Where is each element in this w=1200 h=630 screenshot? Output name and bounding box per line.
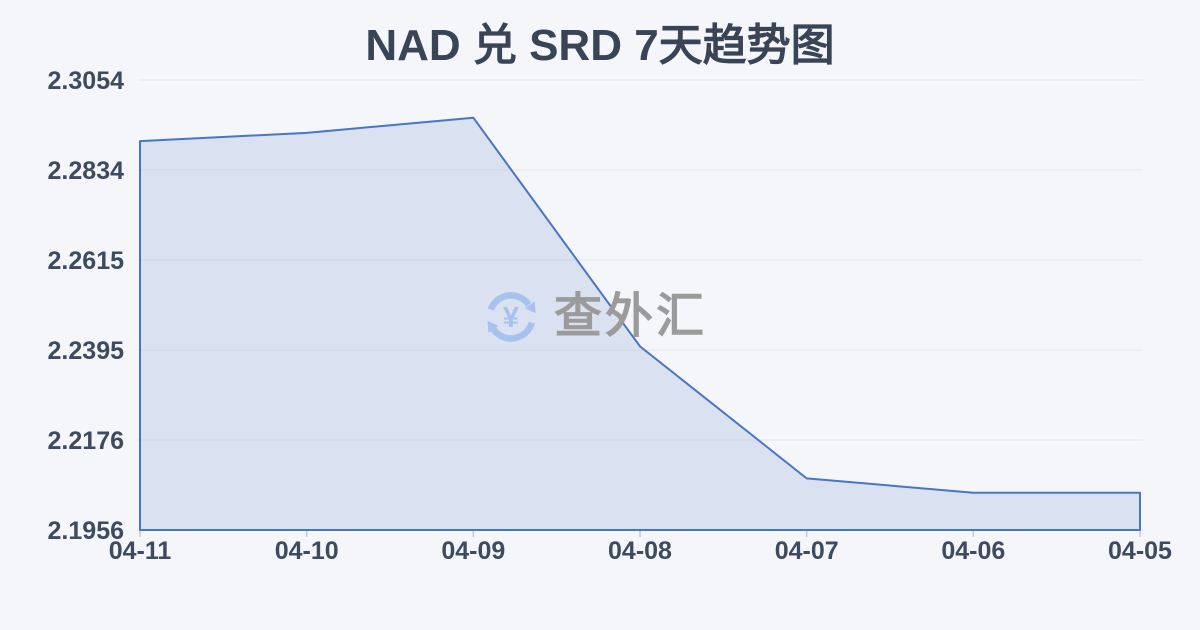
x-axis-tick-label: 04-05 [1108, 537, 1172, 565]
x-axis-tick-label: 04-08 [608, 537, 672, 565]
svg-text:¥: ¥ [503, 302, 520, 334]
x-axis-tick-label: 04-07 [775, 537, 839, 565]
x-axis-tick-label: 04-11 [109, 537, 172, 565]
watermark-text: 查外汇 [554, 290, 708, 343]
x-axis-tick-label: 04-09 [441, 537, 505, 565]
y-axis-tick-label: 2.2176 [48, 427, 124, 455]
chart-title: NAD 兑 SRD 7天趋势图 [365, 21, 835, 70]
trend-area-series [139, 116, 1141, 531]
x-axis-tick-label: 04-10 [275, 537, 339, 565]
y-axis-tick-label: 2.2395 [48, 337, 125, 365]
currency-exchange-sync-icon: ¥ [487, 292, 536, 342]
y-axis-tick-label: 2.2615 [48, 247, 125, 275]
y-axis-tick-label: 2.2834 [48, 157, 125, 185]
y-axis-tick-label: 2.1956 [48, 517, 124, 545]
y-axis-tick-label: 2.3054 [48, 67, 125, 95]
watermark: ¥ 查外汇 [481, 286, 707, 348]
x-axis-tick-label: 04-06 [941, 537, 1005, 565]
